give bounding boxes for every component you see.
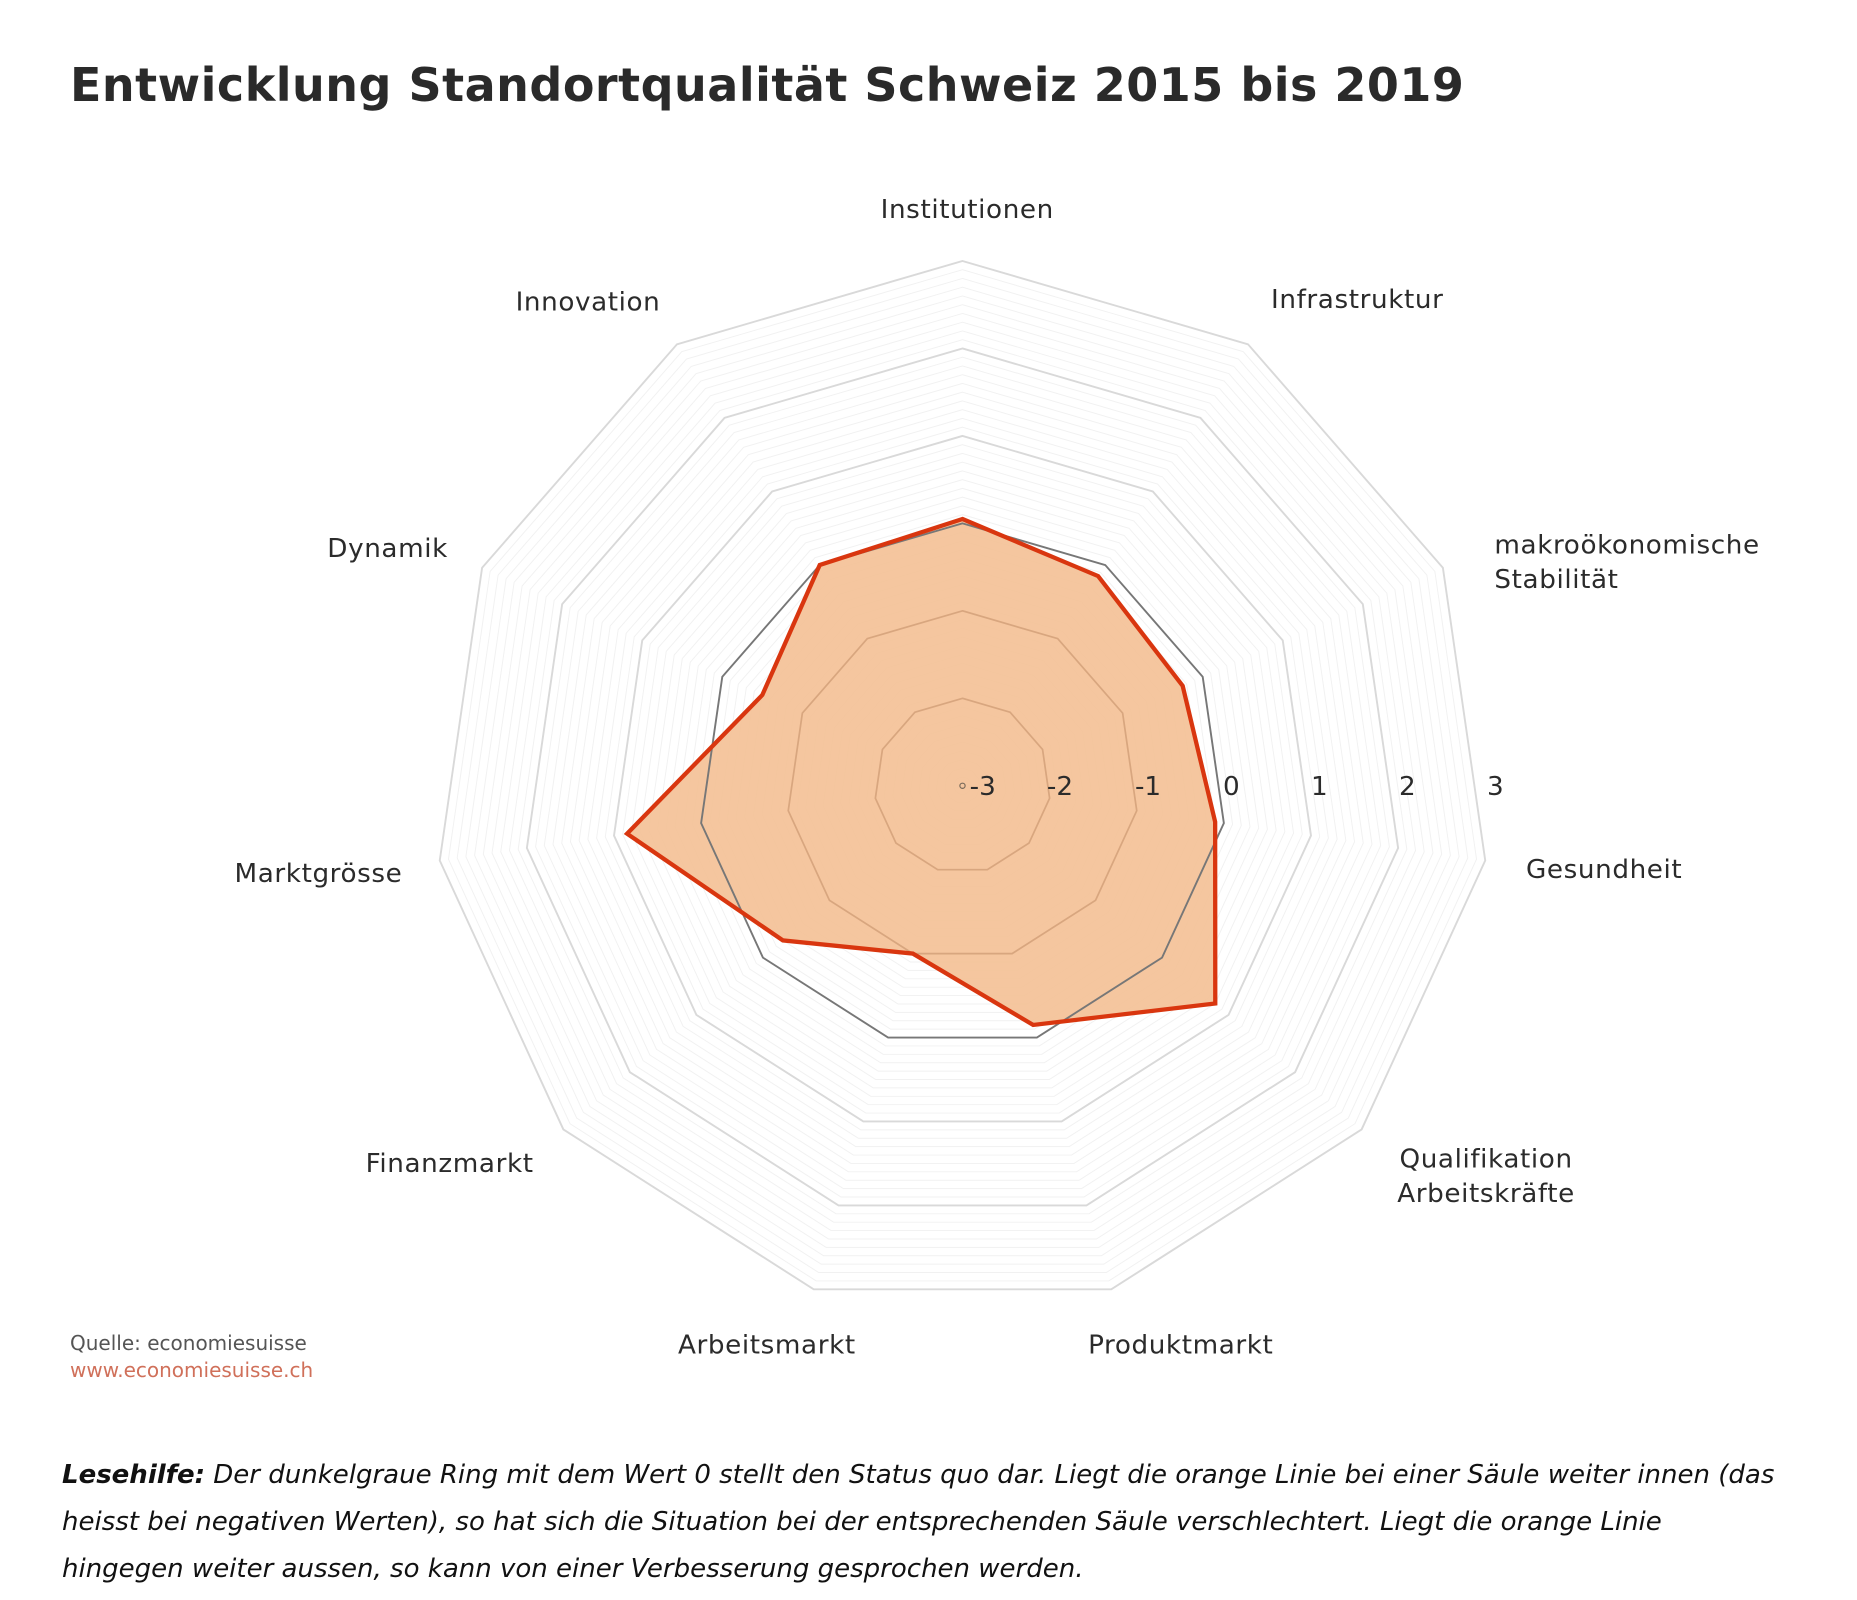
grid-band-line: [508, 330, 1417, 1223]
axis-label: Qualifikation Arbeitskräfte: [1397, 1144, 1575, 1208]
note-lead: Lesehilfe:: [62, 1460, 205, 1490]
axis-label: Dynamik: [327, 534, 448, 564]
reference-ring: [623, 516, 1225, 1039]
tick-label: -1: [1135, 772, 1161, 802]
axis-label-line: Stabilität: [1494, 565, 1618, 595]
source: Quelle: economiesuisse www.economiesuiss…: [70, 1330, 313, 1384]
grid-band-line: [482, 304, 1443, 1248]
axis-label-line: Arbeitskräfte: [1397, 1179, 1575, 1209]
reference-ring-line: [700, 522, 1225, 1039]
axis-label: Innovation: [516, 288, 661, 318]
grid-band-line: [552, 374, 1373, 1181]
axis-label-line: Marktgrösse: [235, 859, 403, 889]
grid-band-line: [665, 487, 1260, 1072]
grid-band-line: [561, 382, 1364, 1173]
axis-label: Arbeitsmarkt: [678, 1331, 856, 1361]
axis-label-line: Infrastruktur: [1271, 285, 1443, 315]
axis-label: makroökonomische Stabilität: [1494, 531, 1759, 595]
axis-label-line: Dynamik: [327, 534, 448, 564]
grid-band-line: [456, 277, 1469, 1274]
series-line: [623, 516, 1218, 1028]
tick-label: 1: [1311, 772, 1328, 802]
grid-band-line: [465, 286, 1460, 1265]
grid-band-line: [474, 295, 1451, 1257]
tick-label: 2: [1399, 772, 1416, 802]
grid-band-line: [569, 391, 1356, 1164]
tick-label: -2: [1047, 772, 1073, 802]
grid-ring: [438, 259, 1487, 1291]
radar-series: [627, 519, 1216, 1025]
grid-band-line: [535, 356, 1390, 1198]
grid-band-line: [578, 400, 1347, 1156]
axis-label-line: Arbeitsmarkt: [678, 1331, 856, 1361]
grid-band-line: [657, 479, 1268, 1080]
grid-ring-inner: [874, 697, 1051, 871]
grid-band-line: [648, 470, 1277, 1089]
grid-band-line: [587, 409, 1338, 1148]
source-link[interactable]: www.economiesuisse.ch: [70, 1358, 314, 1382]
grid-ring-inner: [787, 609, 1138, 955]
axis-label-line: Produktmarkt: [1088, 1331, 1273, 1361]
grid-band-line: [622, 444, 1303, 1114]
tick-label: 3: [1487, 772, 1504, 802]
center-marker: [959, 782, 966, 789]
note-text: Der dunkelgraue Ring mit dem Wert 0 stel…: [62, 1460, 1775, 1584]
grid-band-line: [691, 514, 1234, 1047]
axis-label-line: Gesundheit: [1526, 855, 1682, 885]
source-label: Quelle: economiesuisse: [70, 1331, 307, 1355]
axis-label-line: Qualifikation: [1399, 1144, 1572, 1174]
axis-label: Gesundheit: [1526, 855, 1682, 885]
grid-band-line: [674, 496, 1251, 1064]
tick-label: -3: [970, 772, 996, 802]
grid-band-line: [604, 426, 1321, 1131]
radial-tick-labels: -3 -2 -1 0 1 2 3: [970, 772, 1504, 802]
reading-note: Lesehilfe: Der dunkelgraue Ring mit dem …: [62, 1452, 1782, 1593]
series-area: [627, 519, 1216, 1025]
axis-label-line: Finanzmarkt: [366, 1149, 534, 1179]
grid-band-line: [543, 365, 1382, 1190]
tick-label: 0: [1223, 772, 1240, 802]
grid-band-line: [709, 531, 1216, 1030]
axis-label-line: Innovation: [516, 288, 661, 318]
grid-band-line: [683, 505, 1242, 1055]
axis-label-line: makroökonomische: [1494, 531, 1759, 561]
axis-labels: Institutionen Infrastruktur makroökonomisc…: [235, 195, 1760, 1360]
grid-band-line: [630, 452, 1295, 1106]
grid-ring: [613, 434, 1312, 1123]
grid-band-line: [491, 312, 1434, 1240]
axis-label: Produktmarkt: [1088, 1331, 1273, 1361]
grid-band-line: [517, 339, 1408, 1215]
grid-band-line: [500, 321, 1425, 1232]
grid-band-line: [596, 417, 1329, 1139]
axis-label: Institutionen: [881, 195, 1054, 225]
grid-band-line: [718, 540, 1207, 1022]
axis-label: Finanzmarkt: [366, 1149, 534, 1179]
axis-label-line: Institutionen: [881, 195, 1054, 225]
grid-ring: [525, 347, 1400, 1207]
axis-label: Infrastruktur: [1271, 285, 1443, 315]
grid-band-line: [639, 461, 1286, 1097]
chart-title: Entwicklung Standortqualität Schweiz 201…: [70, 58, 1465, 112]
axis-label: Marktgrösse: [235, 859, 403, 889]
grid-band-line: [447, 269, 1478, 1282]
